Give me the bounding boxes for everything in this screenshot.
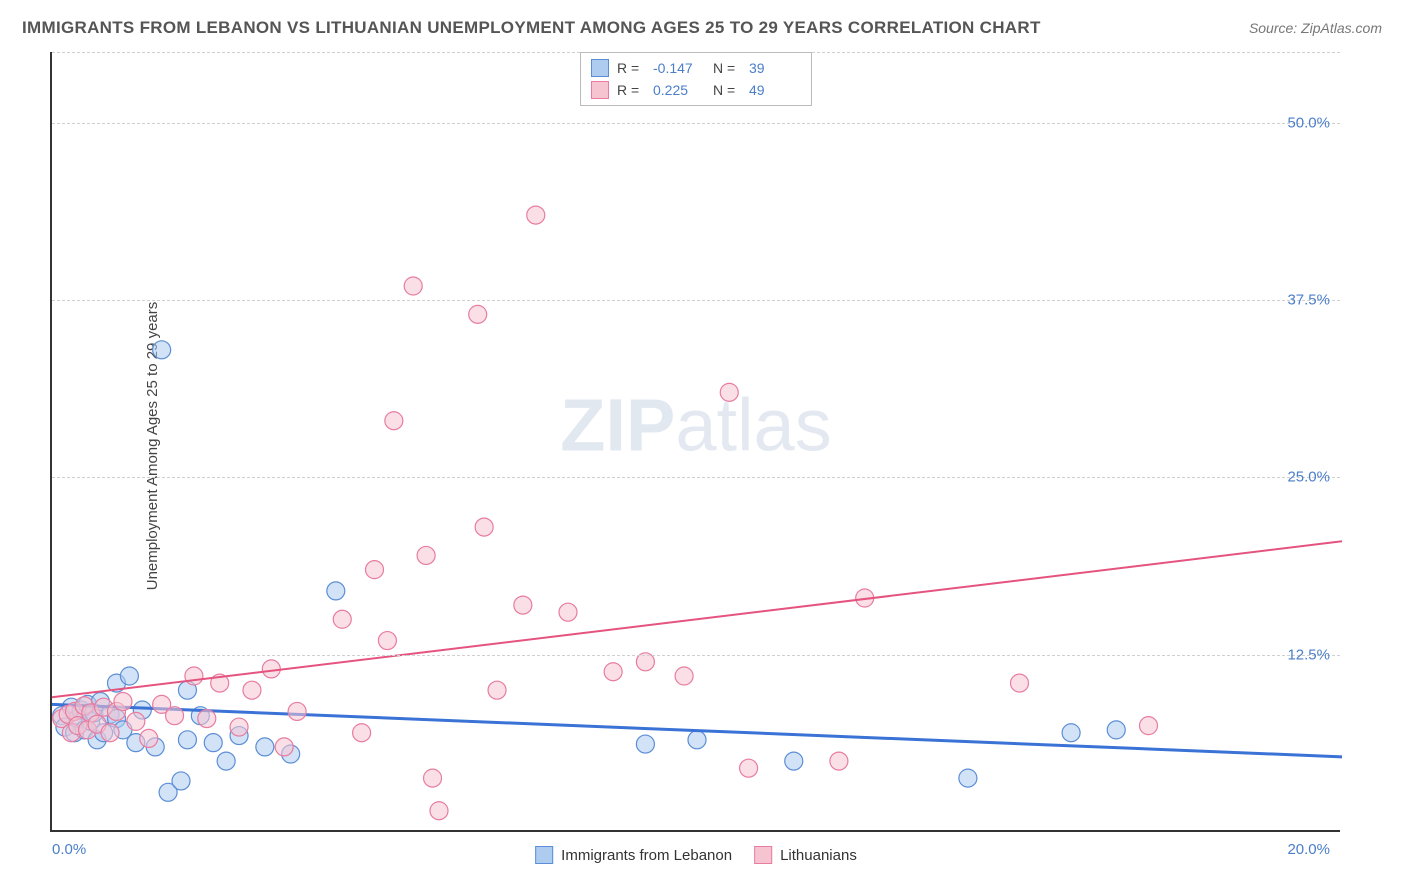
data-point (475, 518, 493, 536)
legend-item-0: Immigrants from Lebanon (535, 846, 732, 864)
data-point (140, 729, 158, 747)
data-point (1062, 724, 1080, 742)
ytick-label: 50.0% (1287, 114, 1330, 131)
data-point (830, 752, 848, 770)
data-point (604, 663, 622, 681)
ytick-label: 12.5% (1287, 646, 1330, 663)
correlation-legend: R = -0.147 N = 39 R = 0.225 N = 49 (580, 52, 812, 106)
data-point (385, 412, 403, 430)
gridline (52, 300, 1340, 301)
data-point (127, 712, 145, 730)
data-point (366, 561, 384, 579)
data-point (178, 731, 196, 749)
data-point (636, 735, 654, 753)
data-point (488, 681, 506, 699)
data-point (172, 772, 190, 790)
data-point (688, 731, 706, 749)
data-point (675, 667, 693, 685)
data-point (198, 710, 216, 728)
plot-area: ZIPatlas R = -0.147 N = 39 R = 0.225 N =… (50, 52, 1340, 832)
series-label-1: Lithuanians (780, 847, 857, 864)
r-label: R = (617, 60, 645, 76)
data-point (153, 341, 171, 359)
swatch-blue (591, 59, 609, 77)
data-point (333, 610, 351, 628)
swatch-pink (591, 81, 609, 99)
n-value-0: 39 (749, 60, 801, 76)
data-point (559, 603, 577, 621)
data-point (1140, 717, 1158, 735)
series-label-0: Immigrants from Lebanon (561, 847, 732, 864)
data-point (424, 769, 442, 787)
data-point (378, 632, 396, 650)
swatch-pink (754, 846, 772, 864)
chart-title: IMMIGRANTS FROM LEBANON VS LITHUANIAN UN… (22, 18, 1041, 38)
data-point (1107, 721, 1125, 739)
legend-item-1: Lithuanians (754, 846, 857, 864)
ytick-label: 37.5% (1287, 292, 1330, 309)
data-point (514, 596, 532, 614)
data-point (417, 546, 435, 564)
r-label: R = (617, 82, 645, 98)
n-label: N = (713, 60, 741, 76)
gridline (52, 123, 1340, 124)
legend-row-series-1: R = 0.225 N = 49 (591, 79, 801, 101)
data-point (288, 702, 306, 720)
data-point (230, 718, 248, 736)
n-label: N = (713, 82, 741, 98)
data-point (959, 769, 977, 787)
data-point (185, 667, 203, 685)
data-point (740, 759, 758, 777)
data-point (101, 724, 119, 742)
ytick-label: 25.0% (1287, 469, 1330, 486)
legend-row-series-0: R = -0.147 N = 39 (591, 57, 801, 79)
data-point (527, 206, 545, 224)
data-point (243, 681, 261, 699)
scatter-svg (52, 52, 1340, 830)
data-point (256, 738, 274, 756)
trend-line (52, 541, 1342, 697)
data-point (720, 383, 738, 401)
data-point (353, 724, 371, 742)
xtick-min: 0.0% (52, 841, 86, 858)
data-point (785, 752, 803, 770)
data-point (217, 752, 235, 770)
data-point (166, 707, 184, 725)
r-value-1: 0.225 (653, 82, 705, 98)
xtick-max: 20.0% (1287, 841, 1330, 858)
data-point (262, 660, 280, 678)
n-value-1: 49 (749, 82, 801, 98)
data-point (114, 693, 132, 711)
data-point (1011, 674, 1029, 692)
gridline (52, 477, 1340, 478)
swatch-blue (535, 846, 553, 864)
r-value-0: -0.147 (653, 60, 705, 76)
data-point (275, 738, 293, 756)
data-point (469, 305, 487, 323)
source-label: Source: ZipAtlas.com (1249, 20, 1382, 36)
gridline (52, 655, 1340, 656)
data-point (404, 277, 422, 295)
data-point (327, 582, 345, 600)
data-point (120, 667, 138, 685)
data-point (430, 802, 448, 820)
data-point (204, 734, 222, 752)
series-legend: Immigrants from Lebanon Lithuanians (535, 846, 857, 864)
